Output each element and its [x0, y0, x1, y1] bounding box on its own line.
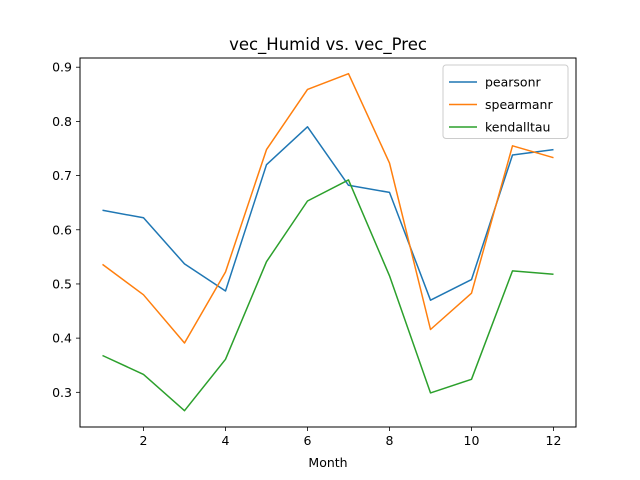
series-line-pearsonr [102, 126, 554, 301]
x-tick-label: 10 [464, 433, 480, 448]
chart-title: vec_Humid vs. vec_Prec [229, 35, 427, 55]
legend-box [442, 64, 569, 139]
x-axis-label: Month [308, 455, 347, 470]
legend-label-kendalltau: kendalltau [485, 120, 550, 135]
y-tick-label: 0.7 [52, 168, 72, 183]
plot-lines [102, 72, 554, 412]
plot-frame [79, 57, 577, 428]
legend-label-spearmanr: spearmanr [485, 97, 553, 112]
y-tick-label: 0.9 [52, 60, 72, 75]
y-tick-label: 0.3 [52, 385, 72, 400]
y-tick-label: 0.4 [52, 331, 72, 346]
x-axis: 2 4 6 8 10 12 [140, 427, 562, 448]
x-tick-label: 6 [304, 433, 312, 448]
y-tick-label: 0.8 [52, 114, 72, 129]
series-line-spearmanr [102, 72, 554, 344]
series-line-kendalltau [102, 179, 554, 412]
legend-label-pearsonr: pearsonr [485, 75, 542, 90]
legend: pearsonr spearmanr kendalltau [442, 64, 569, 139]
x-tick-label: 2 [140, 433, 148, 448]
y-tick-label: 0.6 [52, 222, 72, 237]
x-tick-label: 12 [546, 433, 562, 448]
x-tick-label: 4 [222, 433, 230, 448]
x-tick-label: 8 [386, 433, 394, 448]
y-axis: 0.3 0.4 0.5 0.6 0.7 0.8 0.9 [52, 60, 80, 400]
y-tick-label: 0.5 [52, 276, 72, 291]
